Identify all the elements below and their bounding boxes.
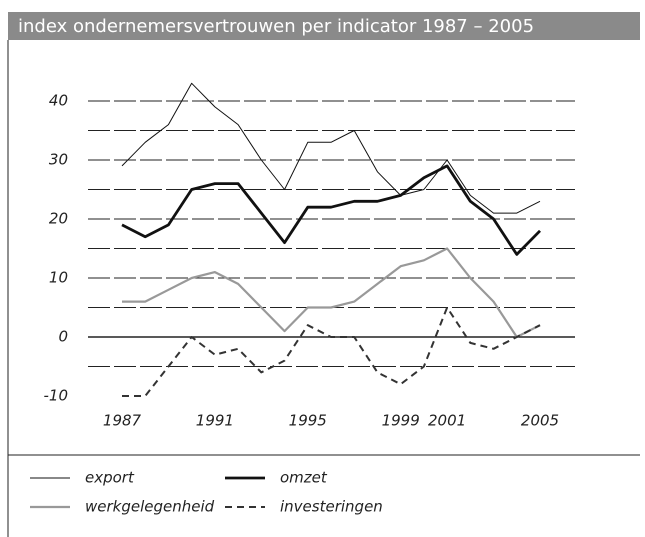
y-tick-label: 30	[49, 151, 68, 169]
y-tick-label: 0	[58, 328, 68, 346]
legend-label: werkgelegenheid	[85, 498, 215, 516]
series-line	[122, 306, 541, 397]
x-tick-label: 2001	[428, 412, 466, 430]
chart-title: index ondernemersvertrouwen per indicato…	[18, 16, 534, 37]
title-bar	[8, 12, 640, 40]
x-tick-label: 1995	[289, 412, 327, 430]
y-tick-label: 10	[49, 269, 68, 287]
series-line	[121, 164, 541, 256]
y-tick-label: 40	[49, 92, 68, 110]
x-tick-label: 2005	[521, 412, 559, 430]
x-tick-label: 1991	[196, 412, 234, 430]
legend-label: export	[85, 469, 135, 487]
x-tick-label: 1999	[382, 412, 420, 430]
legend-label: omzet	[280, 469, 328, 487]
y-tick-label: -10	[44, 387, 69, 405]
x-tick-label: 1987	[103, 412, 142, 430]
y-tick-label: 20	[49, 210, 68, 228]
series-line	[121, 82, 541, 214]
legend-label: investeringen	[280, 498, 383, 516]
series-line	[122, 247, 541, 339]
